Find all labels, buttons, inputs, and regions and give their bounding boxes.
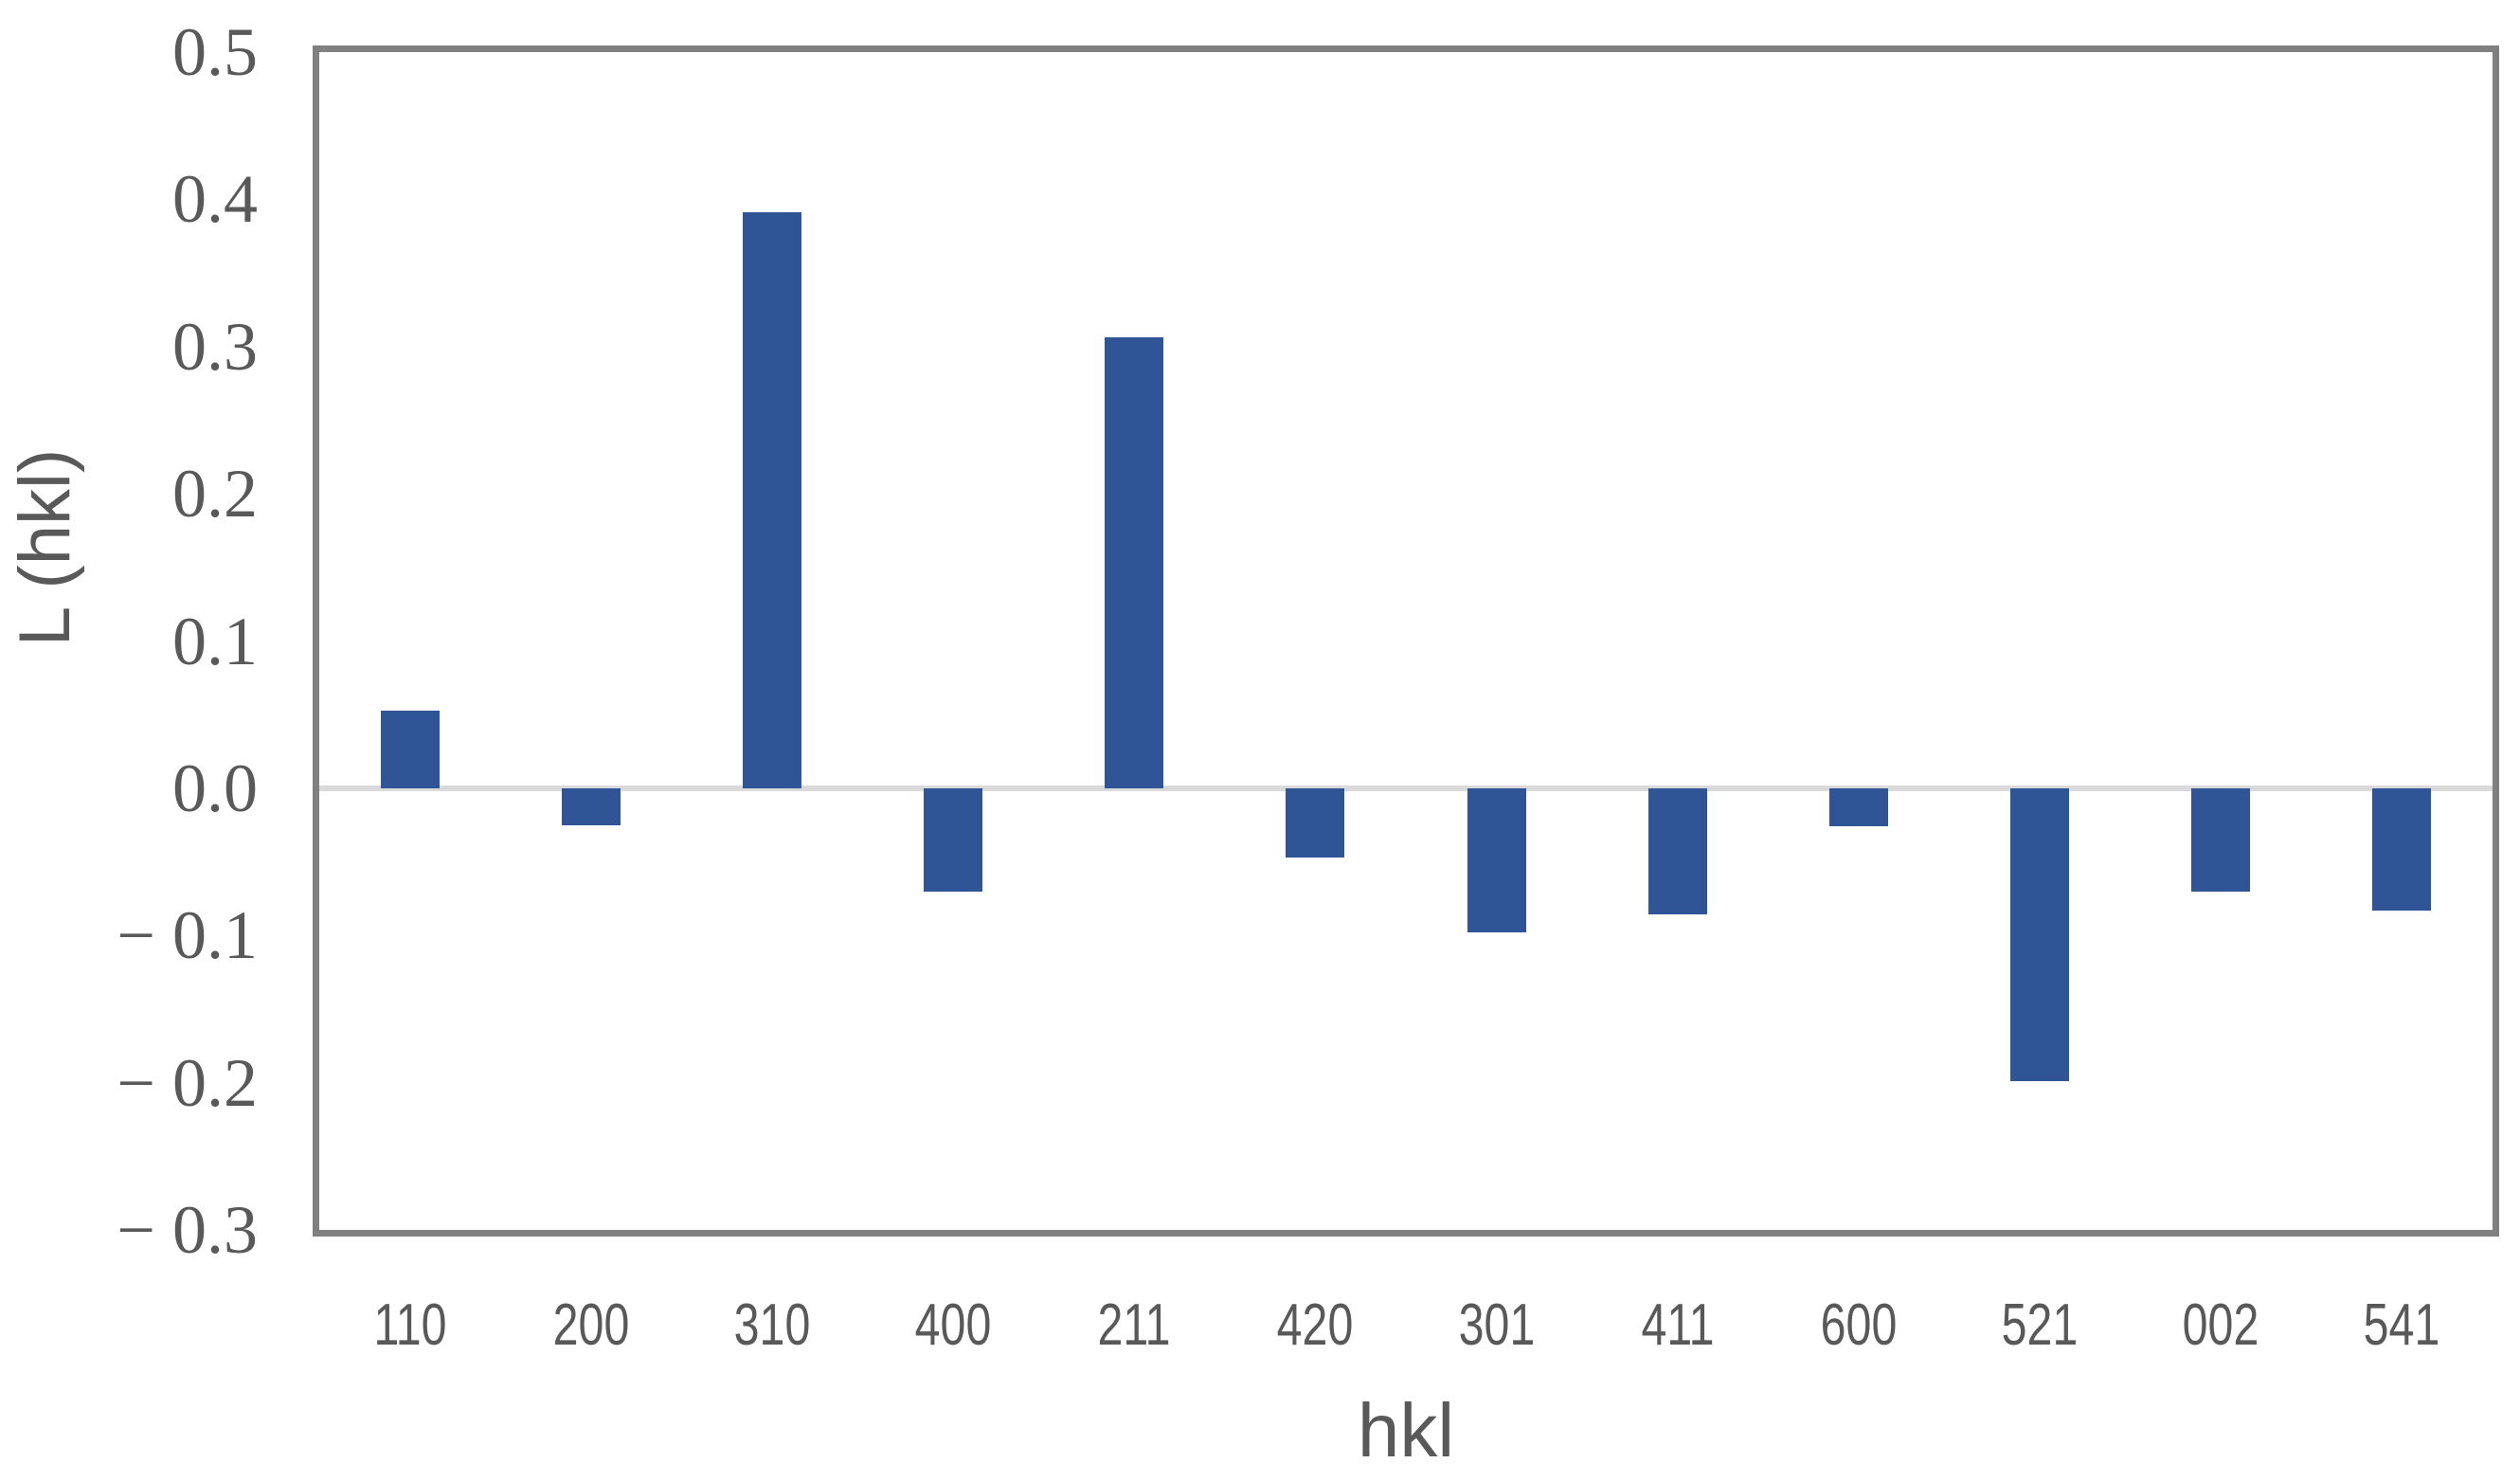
x-tick-label: 110	[373, 1292, 447, 1358]
x-tick-label: 400	[914, 1292, 992, 1358]
zero-gridline	[319, 785, 2493, 791]
y-tick-label: 0.1	[172, 603, 258, 679]
x-axis-title: hkl	[1357, 1388, 1455, 1472]
y-tick-label: 0.5	[172, 14, 258, 90]
y-tick-label: − 0.1	[117, 897, 258, 974]
y-tick-label: − 0.3	[117, 1192, 258, 1268]
x-tick-label: 600	[1820, 1292, 1898, 1358]
y-tick-label: 0.2	[172, 456, 258, 533]
bar-400	[924, 787, 983, 892]
bar-301	[1467, 787, 1526, 933]
bar-541	[2372, 787, 2432, 911]
plot-area	[313, 45, 2499, 1237]
x-tick-label: 211	[1097, 1292, 1171, 1358]
bar-600	[1828, 787, 1888, 827]
y-tick-label: 0.3	[172, 308, 258, 385]
bar-002	[2191, 787, 2251, 892]
bar-310	[742, 212, 801, 788]
x-tick-label: 411	[1641, 1292, 1715, 1358]
bar-200	[561, 787, 621, 825]
x-tick-label: 541	[2364, 1292, 2440, 1358]
bar-411	[1647, 787, 1707, 915]
x-tick-label: 002	[2182, 1292, 2259, 1358]
x-tick-label: 301	[1458, 1292, 1535, 1358]
bar-211	[1105, 337, 1164, 788]
x-tick-label: 200	[552, 1292, 630, 1358]
bar-110	[380, 710, 440, 788]
x-tick-label: 420	[1277, 1292, 1354, 1358]
x-tick-label: 310	[733, 1292, 811, 1358]
x-tick-label: 521	[2001, 1292, 2079, 1358]
y-tick-label: 0.0	[172, 750, 258, 826]
bar-521	[2010, 787, 2070, 1082]
y-tick-label: − 0.2	[117, 1044, 258, 1121]
y-tick-label: 0.4	[172, 161, 258, 238]
bar-420	[1286, 787, 1345, 858]
